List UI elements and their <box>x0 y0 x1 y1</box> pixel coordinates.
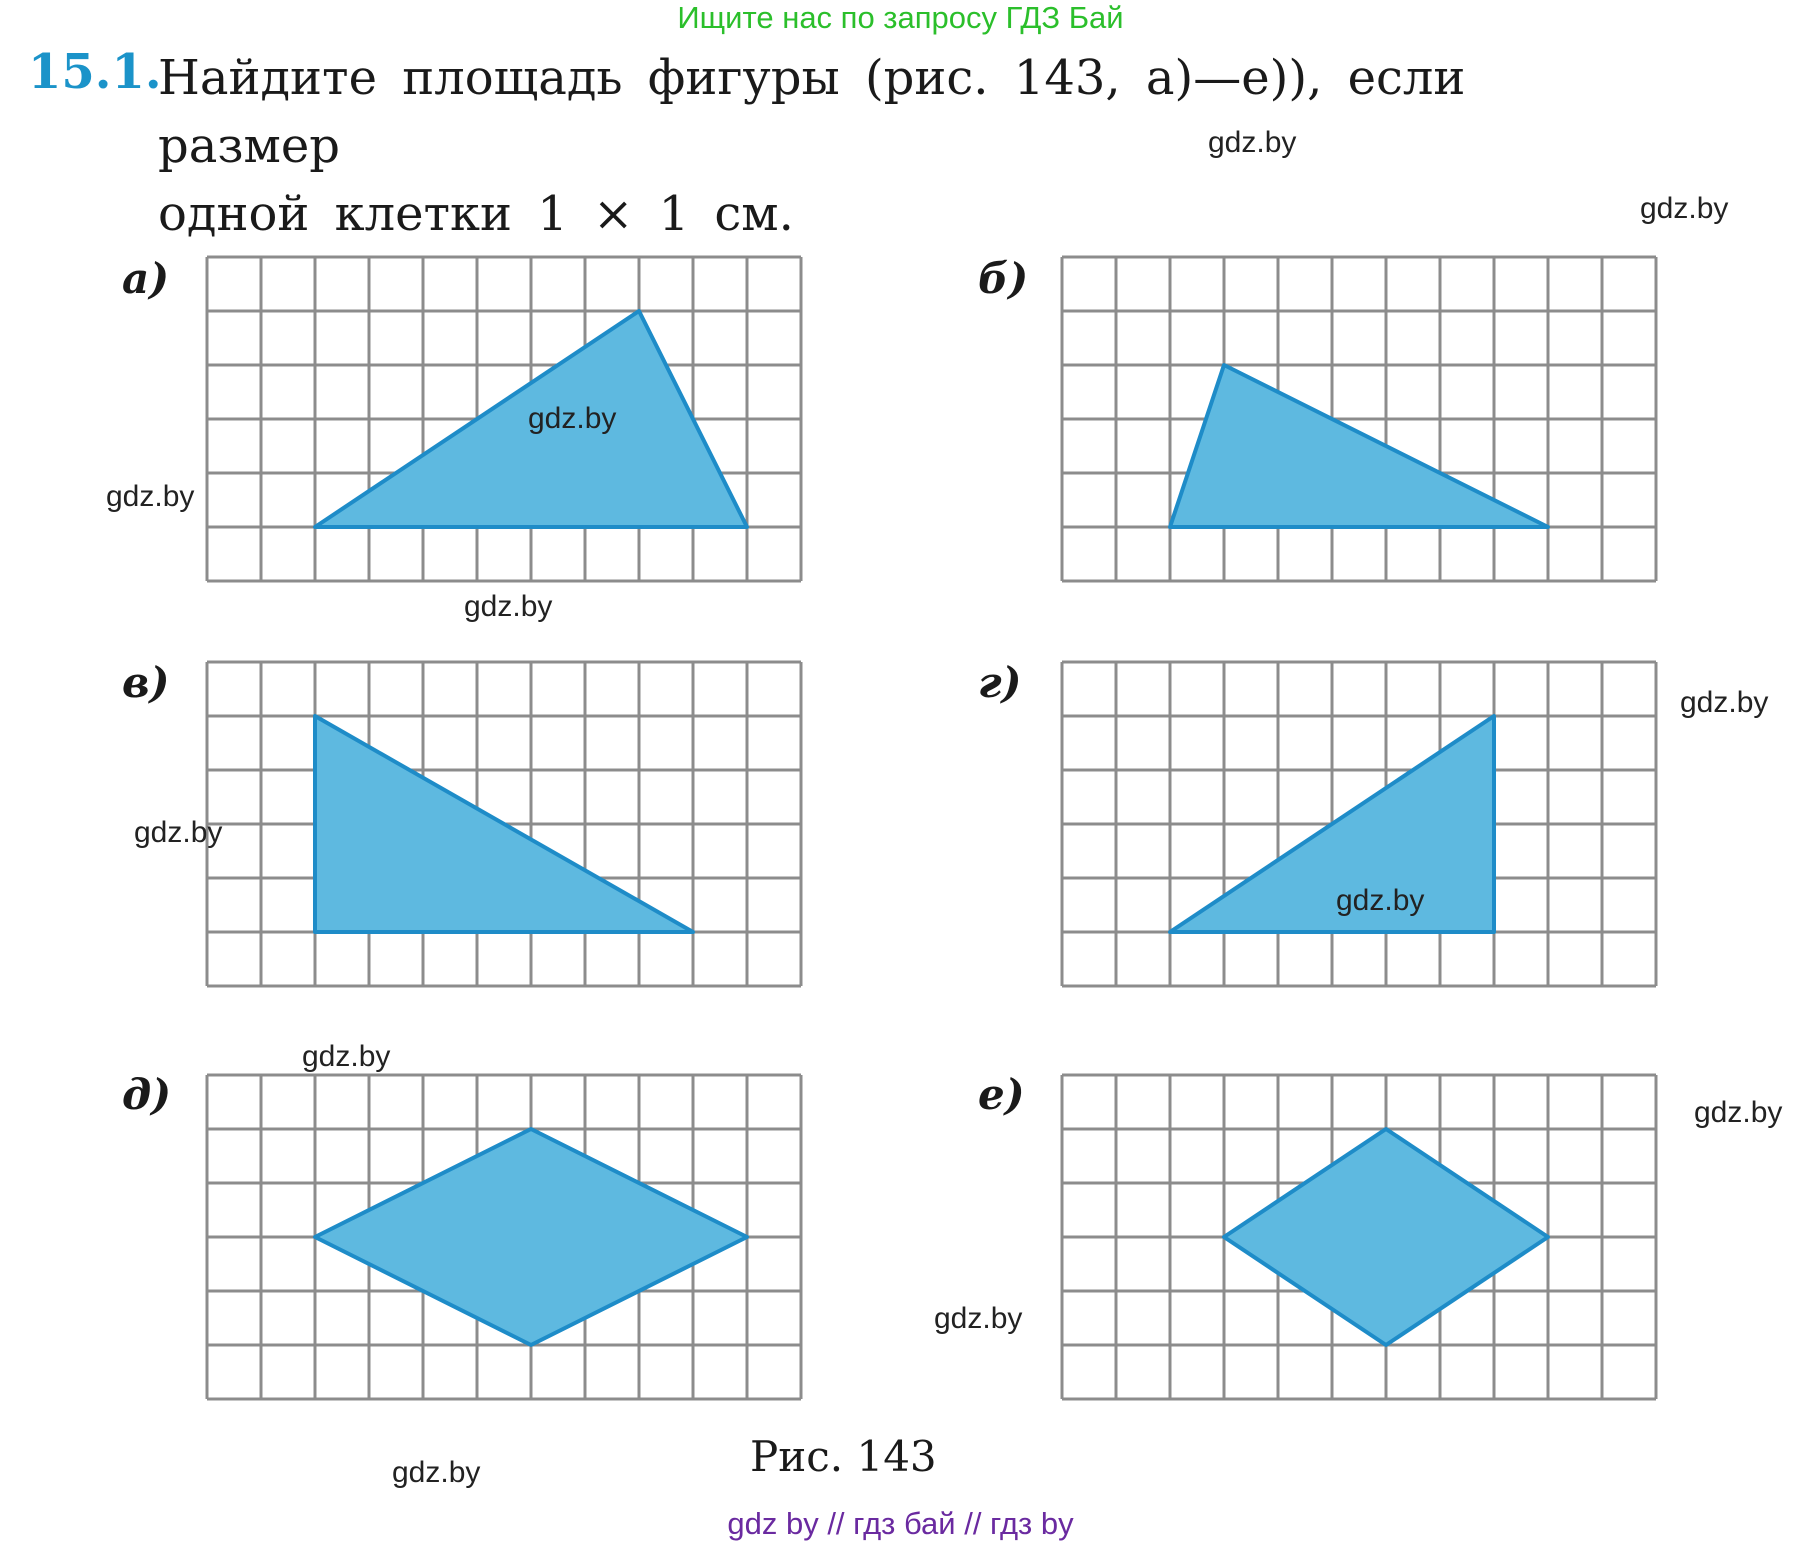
watermark: gdz.by <box>1680 686 1769 719</box>
grid-figure-e <box>1060 1073 1658 1401</box>
shape-v <box>313 714 695 934</box>
problem-text-line2: одной клетки 1 × 1 см. <box>158 186 794 242</box>
problem-number: 15.1. <box>28 44 162 100</box>
grid-figure-v <box>205 660 803 988</box>
figure-label-b: б) <box>978 254 1029 303</box>
grid-figure-b <box>1060 255 1658 583</box>
search-banner: Ищите нас по запросу ГДЗ Бай <box>677 0 1124 35</box>
watermark: gdz.by <box>134 816 223 849</box>
figure-caption: Рис. 143 <box>750 1432 937 1481</box>
footer-links: gdz by // гдз бай // гдз by <box>727 1506 1074 1541</box>
problem-statement: Найдите площадь фигуры (рис. 143, а)—е))… <box>158 44 1658 248</box>
watermark: gdz.by <box>1694 1096 1783 1129</box>
grid-figure-d <box>205 1073 803 1401</box>
watermark: gdz.by <box>464 590 553 623</box>
figure-label-a: а) <box>122 254 170 303</box>
shape-a <box>313 309 749 529</box>
watermark: gdz.by <box>1208 126 1297 159</box>
figure-label-g: г) <box>978 658 1022 707</box>
shape-b <box>1168 363 1550 529</box>
problem-text-line1: Найдите площадь фигуры (рис. 143, а)—е))… <box>158 50 1466 174</box>
watermark: gdz.by <box>392 1456 481 1489</box>
shape-d <box>313 1127 749 1347</box>
watermark: gdz.by <box>1640 192 1729 225</box>
figure-label-e: е) <box>978 1070 1025 1119</box>
shape-g <box>1168 714 1496 934</box>
watermark: gdz.by <box>528 402 617 435</box>
shape-e <box>1222 1127 1550 1347</box>
watermark: gdz.by <box>106 480 195 513</box>
figure-label-d: д) <box>122 1070 172 1119</box>
grid-figure-g <box>1060 660 1658 988</box>
watermark: gdz.by <box>934 1302 1023 1335</box>
watermark: gdz.by <box>1336 884 1425 917</box>
watermark: gdz.by <box>302 1040 391 1073</box>
grid-figure-a <box>205 255 803 583</box>
figure-label-v: в) <box>122 658 170 707</box>
